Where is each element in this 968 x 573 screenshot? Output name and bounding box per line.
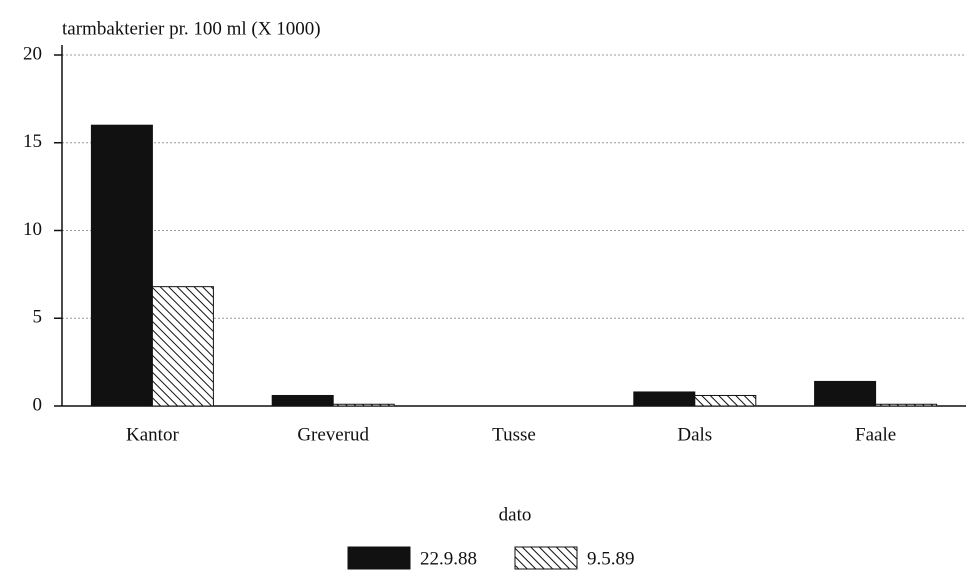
bar <box>814 380 877 407</box>
y-tick-label: 5 <box>33 307 43 328</box>
bar <box>875 403 938 407</box>
bar <box>332 403 395 407</box>
x-tick-label: Tusse <box>492 424 536 445</box>
x-tick-label: Greverud <box>297 424 369 445</box>
x-tick-label: Kantor <box>126 424 179 445</box>
bar <box>90 124 153 407</box>
legend-label: 22.9.88 <box>420 548 477 569</box>
x-axis-label: dato <box>499 504 532 525</box>
legend-label: 9.5.89 <box>587 548 635 569</box>
bar <box>694 394 757 407</box>
x-tick-label: Faale <box>855 424 896 445</box>
y-axis-label: tarmbakterier pr. 100 ml (X 1000) <box>62 18 321 39</box>
legend-swatch <box>514 546 578 570</box>
legend-swatch <box>347 546 411 570</box>
bar <box>271 394 334 407</box>
y-tick-label: 15 <box>23 131 42 152</box>
y-tick-label: 20 <box>23 43 42 64</box>
y-tick-label: 0 <box>33 394 43 415</box>
bar <box>151 286 214 407</box>
bar <box>633 391 696 407</box>
x-tick-label: Dals <box>677 424 712 445</box>
y-tick-label: 10 <box>23 219 42 240</box>
